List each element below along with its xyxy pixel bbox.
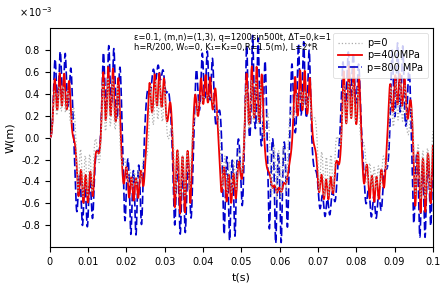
- p=800 MPa: [186, 162, 191, 166]
- p=0: [105, 76, 111, 79]
- p=400MPa: [331, 187, 336, 190]
- p=400MPa: [346, 64, 351, 67]
- p=400MPa: [351, 77, 357, 81]
- Y-axis label: W(m): W(m): [5, 122, 16, 153]
- p=0: [290, 117, 296, 120]
- X-axis label: t(s): t(s): [232, 272, 251, 283]
- p=800 MPa: [273, 241, 278, 245]
- p=0: [331, 183, 336, 186]
- p=0: [430, 130, 435, 133]
- p=400MPa: [430, 144, 435, 148]
- p=800 MPa: [351, 71, 357, 75]
- Legend: p=0, p=400MPa, p=800 MPa: p=0, p=400MPa, p=800 MPa: [333, 33, 428, 78]
- p=0: [351, 105, 357, 109]
- p=400MPa: [66, 79, 72, 83]
- p=0: [274, 198, 279, 201]
- p=0: [47, 136, 52, 139]
- Line: p=800 MPa: p=800 MPa: [50, 35, 433, 243]
- p=800 MPa: [290, 90, 296, 93]
- p=0: [66, 103, 72, 107]
- Line: p=400MPa: p=400MPa: [50, 66, 433, 213]
- p=400MPa: [290, 119, 296, 122]
- p=800 MPa: [331, 195, 336, 199]
- p=800 MPa: [430, 155, 435, 158]
- Text: ε=0.1, (m,n)=(1,3), q=1200sin500t, ΔT=0,k=1
h=R/200, W₀=0, K₁=K₂=0,R=1.5(m), L=2: ε=0.1, (m,n)=(1,3), q=1200sin500t, ΔT=0,…: [134, 33, 331, 52]
- p=400MPa: [186, 158, 191, 162]
- p=800 MPa: [274, 217, 279, 220]
- p=0: [274, 198, 279, 201]
- p=400MPa: [274, 190, 279, 194]
- p=800 MPa: [47, 136, 52, 139]
- Text: $\times\,10^{-3}$: $\times\,10^{-3}$: [19, 6, 53, 20]
- p=400MPa: [178, 212, 183, 215]
- p=0: [186, 168, 191, 172]
- Line: p=0: p=0: [50, 77, 433, 200]
- p=400MPa: [47, 136, 52, 139]
- p=800 MPa: [250, 34, 255, 37]
- p=800 MPa: [66, 96, 72, 100]
